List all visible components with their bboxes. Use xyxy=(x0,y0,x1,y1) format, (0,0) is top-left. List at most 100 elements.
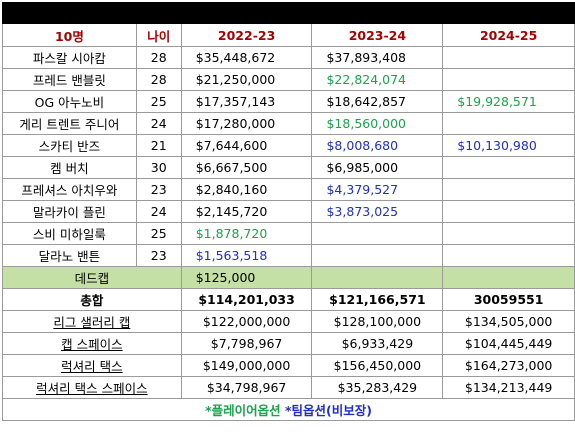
header-name: 10명 xyxy=(2,23,137,47)
player-age: 28 xyxy=(135,68,182,91)
salary-season-2: $3,873,025 xyxy=(311,200,444,223)
summary-season-1: $149,000,000 xyxy=(180,354,313,377)
player-age: 24 xyxy=(135,200,182,223)
salary-season-1: $35,448,672 xyxy=(180,46,313,69)
summary-season-2: $35,283,429 xyxy=(311,376,444,399)
summary-season-2: $6,933,429 xyxy=(311,332,444,355)
player-name: 게리 트렌트 주니어 xyxy=(2,112,137,135)
salary-season-3 xyxy=(442,112,575,135)
salary-season-1: $2,840,160 xyxy=(180,178,313,201)
summary-season-1: $122,000,000 xyxy=(180,310,313,333)
player-age: 30 xyxy=(135,156,182,179)
player-row: 게리 트렌트 주니어 24 $17,280,000 $18,560,000 xyxy=(2,112,575,135)
salary-season-1: $21,250,000 xyxy=(180,68,313,91)
total-label: 총합 xyxy=(2,288,182,311)
deadcap-season-2 xyxy=(311,266,444,289)
player-name: OG 아누노비 xyxy=(2,90,137,113)
player-name: 프레드 밴블릿 xyxy=(2,68,137,91)
summary-season-2: $156,450,000 xyxy=(311,354,444,377)
footer-row: *플레이어옵션 *팀옵션(비보장) xyxy=(2,398,575,421)
player-row: 스비 미하일룩 25 $1,878,720 xyxy=(2,222,575,245)
salary-season-2 xyxy=(311,244,444,267)
player-name: 파스칼 시아캄 xyxy=(2,46,137,69)
salary-table: 10명 나이 2022-23 2023-24 2024-25 파스칼 시아캄 28… xyxy=(2,2,575,421)
player-name: 프레셔스 아치우와 xyxy=(2,178,137,201)
summary-row: 캡 스페이스 $7,798,967 $6,933,429 $104,445,449 xyxy=(2,332,575,355)
header-row: 10명 나이 2022-23 2023-24 2024-25 xyxy=(2,23,575,47)
salary-season-1: $1,878,720 xyxy=(180,222,313,245)
summary-season-3: $134,505,000 xyxy=(442,310,575,333)
salary-season-1: $2,145,720 xyxy=(180,200,313,223)
deadcap-row: 데드캡 $125,000 xyxy=(2,266,575,289)
summary-season-3: $134,213,449 xyxy=(442,376,575,399)
total-season-2: $121,166,571 xyxy=(311,288,444,311)
salary-season-2: $18,560,000 xyxy=(311,112,444,135)
salary-season-3 xyxy=(442,178,575,201)
footer-legend: *플레이어옵션 *팀옵션(비보장) xyxy=(2,398,575,421)
salary-season-3 xyxy=(442,68,575,91)
salary-season-3: $19,928,571 xyxy=(442,90,575,113)
salary-season-1: $7,644,600 xyxy=(180,134,313,157)
summary-label: 리그 샐러리 캡 xyxy=(2,310,182,333)
summary-season-3: $104,445,449 xyxy=(442,332,575,355)
player-row: OG 아누노비 25 $17,357,143 $18,642,857 $19,928,5… xyxy=(2,90,575,113)
header-season-3: 2024-25 xyxy=(442,23,575,47)
salary-season-1: $17,280,000 xyxy=(180,112,313,135)
summary-label: 캡 스페이스 xyxy=(2,332,182,355)
summary-row: 럭셔리 택스 스페이스 $34,798,967 $35,283,429 $134,21… xyxy=(2,376,575,399)
player-name: 말라카이 플린 xyxy=(2,200,137,223)
salary-season-3 xyxy=(442,222,575,245)
salary-season-3: $10,130,980 xyxy=(442,134,575,157)
salary-season-3 xyxy=(442,156,575,179)
player-age: 25 xyxy=(135,90,182,113)
player-age: 28 xyxy=(135,46,182,69)
salary-season-1: $17,357,143 xyxy=(180,90,313,113)
player-row: 말라카이 플린 24 $2,145,720 $3,873,025 xyxy=(2,200,575,223)
title-bar-right xyxy=(180,2,575,24)
player-row: 프레셔스 아치우와 23 $2,840,160 $4,379,527 xyxy=(2,178,575,201)
title-bar-left xyxy=(2,2,182,24)
summary-season-1: $7,798,967 xyxy=(180,332,313,355)
salary-season-2: $22,824,074 xyxy=(311,68,444,91)
summary-label: 럭셔리 택스 xyxy=(2,354,182,377)
salary-season-2: $37,893,408 xyxy=(311,46,444,69)
header-season-1: 2022-23 xyxy=(180,23,313,47)
salary-season-2: $4,379,527 xyxy=(311,178,444,201)
player-row: 스카티 반즈 21 $7,644,600 $8,008,680 $10,130,980 xyxy=(2,134,575,157)
salary-season-2: $18,642,857 xyxy=(311,90,444,113)
summary-row: 리그 샐러리 캡 $122,000,000 $128,100,000 $134,505… xyxy=(2,310,575,333)
total-season-3: 30059551 xyxy=(442,288,575,311)
salary-season-2 xyxy=(311,222,444,245)
player-name: 스카티 반즈 xyxy=(2,134,137,157)
team-option-legend: *팀옵션(비보장) xyxy=(284,403,372,418)
salary-season-3 xyxy=(442,200,575,223)
player-age: 23 xyxy=(135,244,182,267)
summary-season-2: $128,100,000 xyxy=(311,310,444,333)
player-age: 24 xyxy=(135,112,182,135)
total-season-1: $114,201,033 xyxy=(180,288,313,311)
player-row: 파스칼 시아캄 28 $35,448,672 $37,893,408 xyxy=(2,46,575,69)
summary-season-3: $164,273,000 xyxy=(442,354,575,377)
player-row: 켐 버치 30 $6,667,500 $6,985,000 xyxy=(2,156,575,179)
deadcap-label: 데드캡 xyxy=(2,266,182,289)
player-name: 달라노 밴튼 xyxy=(2,244,137,267)
player-age: 23 xyxy=(135,178,182,201)
salary-season-2: $8,008,680 xyxy=(311,134,444,157)
header-season-2: 2023-24 xyxy=(311,23,444,47)
total-row: 총합 $114,201,033 $121,166,571 30059551 xyxy=(2,288,575,311)
header-age: 나이 xyxy=(135,23,182,47)
player-row: 프레드 밴블릿 28 $21,250,000 $22,824,074 xyxy=(2,68,575,91)
deadcap-season-3 xyxy=(442,266,575,289)
deadcap-season-1: $125,000 xyxy=(180,266,313,289)
player-name: 켐 버치 xyxy=(2,156,137,179)
salary-season-2: $6,985,000 xyxy=(311,156,444,179)
salary-season-1: $1,563,518 xyxy=(180,244,313,267)
salary-season-3 xyxy=(442,244,575,267)
player-age: 25 xyxy=(135,222,182,245)
player-age: 21 xyxy=(135,134,182,157)
salary-season-1: $6,667,500 xyxy=(180,156,313,179)
summary-row: 럭셔리 택스 $149,000,000 $156,450,000 $164,273,0… xyxy=(2,354,575,377)
salary-season-3 xyxy=(442,46,575,69)
player-name: 스비 미하일룩 xyxy=(2,222,137,245)
